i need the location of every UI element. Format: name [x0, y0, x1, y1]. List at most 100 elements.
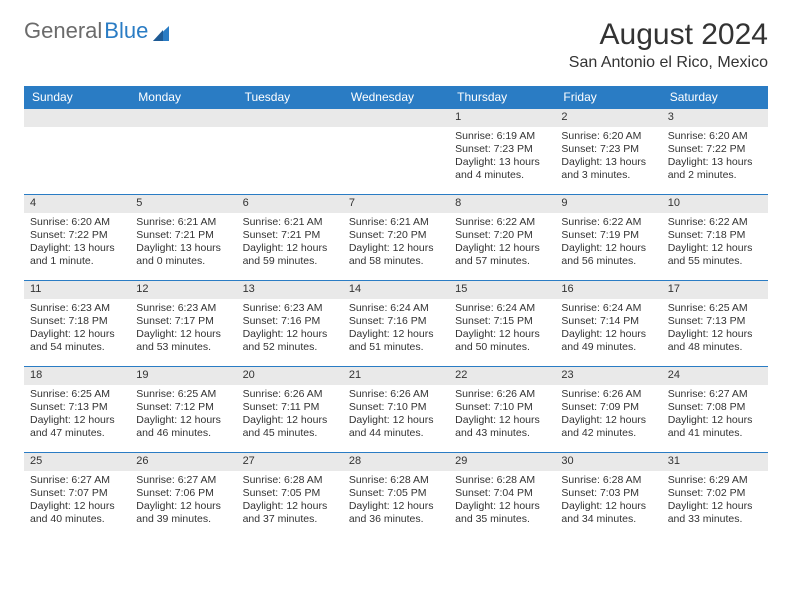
- sunset-text: Sunset: 7:06 PM: [136, 487, 230, 500]
- sunrise-text: Sunrise: 6:25 AM: [668, 302, 762, 315]
- sunset-text: Sunset: 7:11 PM: [243, 401, 337, 414]
- sunset-text: Sunset: 7:04 PM: [455, 487, 549, 500]
- calendar-cell: 17Sunrise: 6:25 AMSunset: 7:13 PMDayligh…: [662, 280, 768, 366]
- sunrise-text: Sunrise: 6:20 AM: [30, 216, 124, 229]
- daylight-text: Daylight: 12 hours and 58 minutes.: [349, 242, 443, 268]
- sunrise-text: Sunrise: 6:28 AM: [349, 474, 443, 487]
- sunrise-text: Sunrise: 6:19 AM: [455, 130, 549, 143]
- day-number: 2: [555, 108, 661, 127]
- daylight-text: Daylight: 12 hours and 40 minutes.: [30, 500, 124, 526]
- day-details: Sunrise: 6:19 AMSunset: 7:23 PMDaylight:…: [449, 130, 555, 183]
- sunrise-text: Sunrise: 6:27 AM: [668, 388, 762, 401]
- sunrise-text: Sunrise: 6:25 AM: [30, 388, 124, 401]
- sunrise-text: Sunrise: 6:21 AM: [243, 216, 337, 229]
- sunrise-text: Sunrise: 6:20 AM: [561, 130, 655, 143]
- sunrise-text: Sunrise: 6:22 AM: [455, 216, 549, 229]
- day-number: 22: [449, 366, 555, 385]
- daylight-text: Daylight: 13 hours and 4 minutes.: [455, 156, 549, 182]
- sunset-text: Sunset: 7:02 PM: [668, 487, 762, 500]
- brand-name-1: General: [24, 18, 102, 44]
- day-header: Monday: [130, 86, 236, 108]
- month-title: August 2024: [569, 18, 768, 52]
- day-number: 15: [449, 280, 555, 299]
- daylight-text: Daylight: 12 hours and 36 minutes.: [349, 500, 443, 526]
- day-details: Sunrise: 6:22 AMSunset: 7:19 PMDaylight:…: [555, 216, 661, 269]
- location-text: San Antonio el Rico, Mexico: [569, 54, 768, 72]
- calendar-cell-empty: .: [237, 108, 343, 194]
- sunrise-text: Sunrise: 6:26 AM: [243, 388, 337, 401]
- calendar-cell: 30Sunrise: 6:28 AMSunset: 7:03 PMDayligh…: [555, 452, 661, 538]
- day-details: Sunrise: 6:28 AMSunset: 7:05 PMDaylight:…: [237, 474, 343, 527]
- day-details: Sunrise: 6:28 AMSunset: 7:03 PMDaylight:…: [555, 474, 661, 527]
- sunrise-text: Sunrise: 6:25 AM: [136, 388, 230, 401]
- sunset-text: Sunset: 7:05 PM: [349, 487, 443, 500]
- day-details: Sunrise: 6:25 AMSunset: 7:13 PMDaylight:…: [24, 388, 130, 441]
- calendar-cell-empty: .: [343, 108, 449, 194]
- day-details: Sunrise: 6:27 AMSunset: 7:06 PMDaylight:…: [130, 474, 236, 527]
- daylight-text: Daylight: 12 hours and 45 minutes.: [243, 414, 337, 440]
- day-number: 13: [237, 280, 343, 299]
- daylight-text: Daylight: 12 hours and 54 minutes.: [30, 328, 124, 354]
- day-details: Sunrise: 6:20 AMSunset: 7:22 PMDaylight:…: [662, 130, 768, 183]
- day-number: 31: [662, 452, 768, 471]
- day-header: Sunday: [24, 86, 130, 108]
- day-details: Sunrise: 6:22 AMSunset: 7:18 PMDaylight:…: [662, 216, 768, 269]
- daylight-text: Daylight: 12 hours and 35 minutes.: [455, 500, 549, 526]
- calendar-grid: SundayMondayTuesdayWednesdayThursdayFrid…: [24, 86, 768, 538]
- daylight-text: Daylight: 12 hours and 39 minutes.: [136, 500, 230, 526]
- sunset-text: Sunset: 7:20 PM: [349, 229, 443, 242]
- daylight-text: Daylight: 12 hours and 46 minutes.: [136, 414, 230, 440]
- day-details: Sunrise: 6:28 AMSunset: 7:05 PMDaylight:…: [343, 474, 449, 527]
- daylight-text: Daylight: 12 hours and 42 minutes.: [561, 414, 655, 440]
- daylight-text: Daylight: 12 hours and 48 minutes.: [668, 328, 762, 354]
- calendar-cell: 6Sunrise: 6:21 AMSunset: 7:21 PMDaylight…: [237, 194, 343, 280]
- calendar-cell: 26Sunrise: 6:27 AMSunset: 7:06 PMDayligh…: [130, 452, 236, 538]
- sunset-text: Sunset: 7:22 PM: [30, 229, 124, 242]
- sunset-text: Sunset: 7:08 PM: [668, 401, 762, 414]
- brand-logo: GeneralBlue: [24, 18, 172, 44]
- day-number: 4: [24, 194, 130, 213]
- calendar-cell: 2Sunrise: 6:20 AMSunset: 7:23 PMDaylight…: [555, 108, 661, 194]
- calendar-cell: 28 Sunrise: 6:28 AMSunset: 7:05 PMDayligh…: [343, 452, 449, 538]
- day-number: 14: [343, 280, 449, 299]
- calendar-cell: 29Sunrise: 6:28 AMSunset: 7:04 PMDayligh…: [449, 452, 555, 538]
- daylight-text: Daylight: 12 hours and 50 minutes.: [455, 328, 549, 354]
- calendar-cell: 4Sunrise: 6:20 AMSunset: 7:22 PMDaylight…: [24, 194, 130, 280]
- sunrise-text: Sunrise: 6:27 AM: [136, 474, 230, 487]
- day-number: 28: [343, 452, 449, 471]
- calendar-cell: 9Sunrise: 6:22 AMSunset: 7:19 PMDaylight…: [555, 194, 661, 280]
- daylight-text: Daylight: 12 hours and 37 minutes.: [243, 500, 337, 526]
- daylight-text: Daylight: 13 hours and 3 minutes.: [561, 156, 655, 182]
- sunrise-text: Sunrise: 6:28 AM: [561, 474, 655, 487]
- calendar-cell: 14 Sunrise: 6:24 AMSunset: 7:16 PMDayligh…: [343, 280, 449, 366]
- daylight-text: Daylight: 12 hours and 51 minutes.: [349, 328, 443, 354]
- day-details: Sunrise: 6:24 AMSunset: 7:16 PMDaylight:…: [343, 302, 449, 355]
- calendar-cell: 25Sunrise: 6:27 AMSunset: 7:07 PMDayligh…: [24, 452, 130, 538]
- day-number: 1: [449, 108, 555, 127]
- calendar-cell: 12Sunrise: 6:23 AMSunset: 7:17 PMDayligh…: [130, 280, 236, 366]
- daylight-text: Daylight: 12 hours and 53 minutes.: [136, 328, 230, 354]
- sunset-text: Sunset: 7:17 PM: [136, 315, 230, 328]
- day-details: Sunrise: 6:21 AMSunset: 7:21 PMDaylight:…: [237, 216, 343, 269]
- sunset-text: Sunset: 7:21 PM: [243, 229, 337, 242]
- calendar-cell: 16 Sunrise: 6:24 AMSunset: 7:14 PMDayligh…: [555, 280, 661, 366]
- day-details: Sunrise: 6:29 AMSunset: 7:02 PMDaylight:…: [662, 474, 768, 527]
- day-number: 19: [130, 366, 236, 385]
- day-number: 12: [130, 280, 236, 299]
- day-number: 29: [449, 452, 555, 471]
- sunset-text: Sunset: 7:13 PM: [668, 315, 762, 328]
- daylight-text: Daylight: 12 hours and 33 minutes.: [668, 500, 762, 526]
- calendar-cell: 24Sunrise: 6:27 AMSunset: 7:08 PMDayligh…: [662, 366, 768, 452]
- daylight-text: Daylight: 12 hours and 59 minutes.: [243, 242, 337, 268]
- sunset-text: Sunset: 7:13 PM: [30, 401, 124, 414]
- sunrise-text: Sunrise: 6:24 AM: [561, 302, 655, 315]
- day-details: Sunrise: 6:24 AMSunset: 7:14 PMDaylight:…: [555, 302, 661, 355]
- calendar-cell: 13Sunrise: 6:23 AMSunset: 7:16 PMDayligh…: [237, 280, 343, 366]
- sunset-text: Sunset: 7:22 PM: [668, 143, 762, 156]
- sunset-text: Sunset: 7:09 PM: [561, 401, 655, 414]
- daylight-text: Daylight: 12 hours and 47 minutes.: [30, 414, 124, 440]
- sunrise-text: Sunrise: 6:21 AM: [349, 216, 443, 229]
- day-details: Sunrise: 6:27 AMSunset: 7:08 PMDaylight:…: [662, 388, 768, 441]
- day-number: 16: [555, 280, 661, 299]
- sunrise-text: Sunrise: 6:28 AM: [243, 474, 337, 487]
